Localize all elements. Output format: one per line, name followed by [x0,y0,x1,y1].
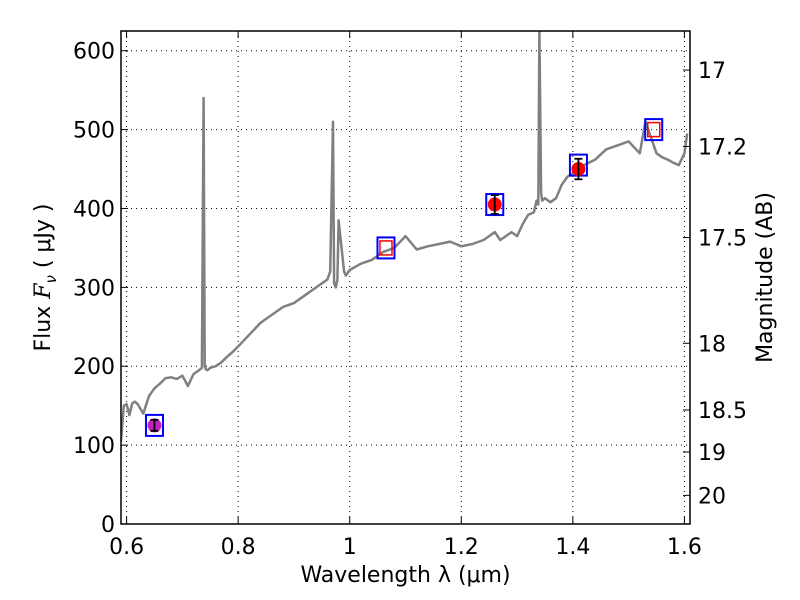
observed-open-marker [646,121,661,138]
mag-tick-label: 19 [698,441,726,466]
grid [121,31,690,525]
y-tick-label: 600 [73,40,115,65]
y-axis-label-pre: Flux [31,299,56,352]
x-tick-label: 0.6 [109,535,144,560]
observed-open-marker [379,240,393,256]
mag-tick-label: 17.2 [698,135,747,160]
model-photometry-square [485,193,505,217]
markers [144,118,664,437]
x-tick-label: 1.4 [555,535,590,560]
y-axis-label-post: ( μJy ) [31,203,56,275]
model-photometry-square [376,236,396,260]
model-photometry-square [644,118,664,142]
model-photometry-square [144,413,164,437]
x-axis-label: Wavelength λ (μm) [300,563,510,588]
x-tick-label: 1.2 [444,535,479,560]
ticks: 0.6 0.8 1 1.2 1.4 1.6 0 100 200 300 400 500 600 17 17.… [73,31,747,560]
y-axis-label-subscript: ν [42,275,60,283]
y-tick-label: 0 [101,513,115,538]
y-axis-label: Flux Fν ( μJy ) [31,203,60,351]
y2-axis-label: Magnitude (AB) [753,192,778,363]
y-tick-label: 200 [73,355,115,380]
y-tick-label: 500 [73,119,115,144]
plot-frame [120,30,691,525]
mag-tick-label: 17.5 [698,227,747,252]
x-tick-label: 1.6 [667,535,702,560]
mag-tick-label: 18.5 [698,399,747,424]
y-axis-label-symbol: F [31,283,56,300]
y-tick-label: 100 [73,434,115,459]
x-tick-label: 0.8 [221,535,256,560]
mag-tick-label: 20 [698,484,726,509]
mag-tick-label: 18 [698,332,726,357]
y-tick-label: 300 [73,276,115,301]
mag-tick-label: 17 [698,59,726,84]
x-tick-label: 1 [343,535,357,560]
y-tick-label: 400 [73,197,115,222]
